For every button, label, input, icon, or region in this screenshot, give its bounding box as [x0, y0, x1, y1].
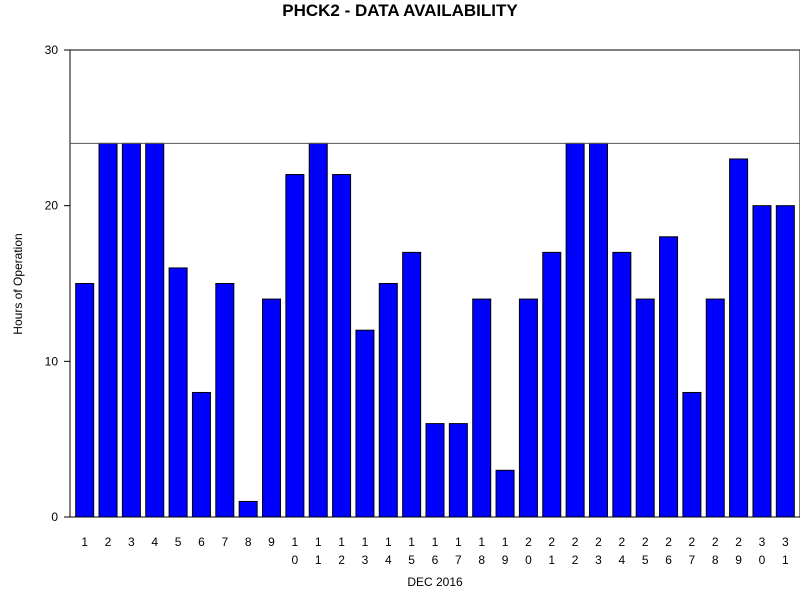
x-tick-label: 4: [385, 553, 392, 567]
bar: [588, 142, 608, 518]
bar: [729, 158, 749, 518]
x-tick-label: 2: [689, 535, 696, 549]
x-tick-label: 8: [245, 535, 252, 549]
x-tick-label: 1: [292, 535, 299, 549]
x-tick-label: 4: [618, 553, 625, 567]
bar: [659, 236, 679, 518]
bar: [75, 283, 95, 518]
x-tick-label: 8: [478, 553, 485, 567]
chart-title: PHCK2 - DATA AVAILABILITY: [282, 1, 518, 20]
bar: [495, 469, 515, 518]
x-tick-label: 1: [455, 535, 462, 549]
x-tick-label: 6: [432, 553, 439, 567]
x-tick-label: 1: [385, 535, 392, 549]
bar: [448, 423, 468, 518]
x-tick-label: 7: [455, 553, 462, 567]
x-tick-label: 6: [665, 553, 672, 567]
bar: [262, 298, 282, 518]
bar: [332, 174, 352, 518]
bar: [121, 142, 141, 518]
x-tick-label: 2: [572, 535, 579, 549]
x-tick-label: 2: [548, 535, 555, 549]
x-tick-label: 4: [151, 535, 158, 549]
bar: [308, 142, 328, 518]
y-tick-label: 20: [45, 199, 59, 213]
x-tick-label: 2: [642, 535, 649, 549]
x-tick-label: 5: [408, 553, 415, 567]
x-tick-label: 1: [782, 553, 789, 567]
x-tick-label: 3: [128, 535, 135, 549]
x-tick-label: 2: [338, 553, 345, 567]
bar: [752, 205, 772, 518]
x-tick-label: 2: [735, 535, 742, 549]
bar: [518, 298, 538, 518]
x-tick-label: 1: [81, 535, 88, 549]
x-axis-label: DEC 2016: [407, 575, 463, 589]
x-tick-label: 2: [525, 535, 532, 549]
x-tick-label: 9: [735, 553, 742, 567]
y-axis-label: Hours of Operation: [11, 233, 25, 334]
bar: [191, 391, 211, 518]
y-tick-label: 0: [51, 510, 58, 524]
x-tick-label: 8: [712, 553, 719, 567]
x-tick-label: 9: [268, 535, 275, 549]
bar: [775, 205, 795, 518]
x-tick-label: 1: [432, 535, 439, 549]
x-tick-label: 2: [595, 535, 602, 549]
x-tick-label: 7: [221, 535, 228, 549]
bar: [402, 251, 422, 518]
bar: [635, 298, 655, 518]
bar: [565, 142, 585, 518]
bar: [168, 267, 188, 518]
bar: [145, 142, 165, 518]
bar: [612, 251, 632, 518]
bar: [285, 174, 305, 518]
x-tick-label: 2: [572, 553, 579, 567]
x-tick-label: 9: [502, 553, 509, 567]
x-tick-label: 6: [198, 535, 205, 549]
x-tick-label: 2: [665, 535, 672, 549]
x-tick-label: 0: [292, 553, 299, 567]
x-tick-label: 3: [595, 553, 602, 567]
bar: [378, 283, 398, 518]
x-tick-label: 1: [548, 553, 555, 567]
x-tick-label: 2: [105, 535, 112, 549]
x-tick-label: 1: [362, 535, 369, 549]
bar: [705, 298, 725, 518]
x-tick-label: 5: [642, 553, 649, 567]
x-tick-label: 1: [502, 535, 509, 549]
x-tick-label: 2: [712, 535, 719, 549]
bar: [98, 142, 118, 518]
x-tick-label: 3: [362, 553, 369, 567]
bar: [215, 283, 235, 518]
y-tick-label: 30: [45, 43, 59, 57]
bar: [238, 500, 258, 518]
x-tick-label: 1: [338, 535, 345, 549]
bar: [425, 423, 445, 518]
x-tick-label: 0: [759, 553, 766, 567]
x-tick-label: 1: [315, 553, 322, 567]
x-tick-label: 3: [759, 535, 766, 549]
x-tick-label: 7: [689, 553, 696, 567]
x-tick-label: 1: [315, 535, 322, 549]
x-tick-label: 3: [782, 535, 789, 549]
bar: [682, 391, 702, 518]
x-tick-label: 2: [618, 535, 625, 549]
bar: [472, 298, 492, 518]
x-tick-label: 0: [525, 553, 532, 567]
bar: [542, 251, 562, 518]
x-tick-label: 1: [478, 535, 485, 549]
bar: [355, 329, 375, 518]
y-tick-label: 10: [45, 354, 59, 368]
x-tick-label: 1: [408, 535, 415, 549]
x-tick-label: 5: [175, 535, 182, 549]
